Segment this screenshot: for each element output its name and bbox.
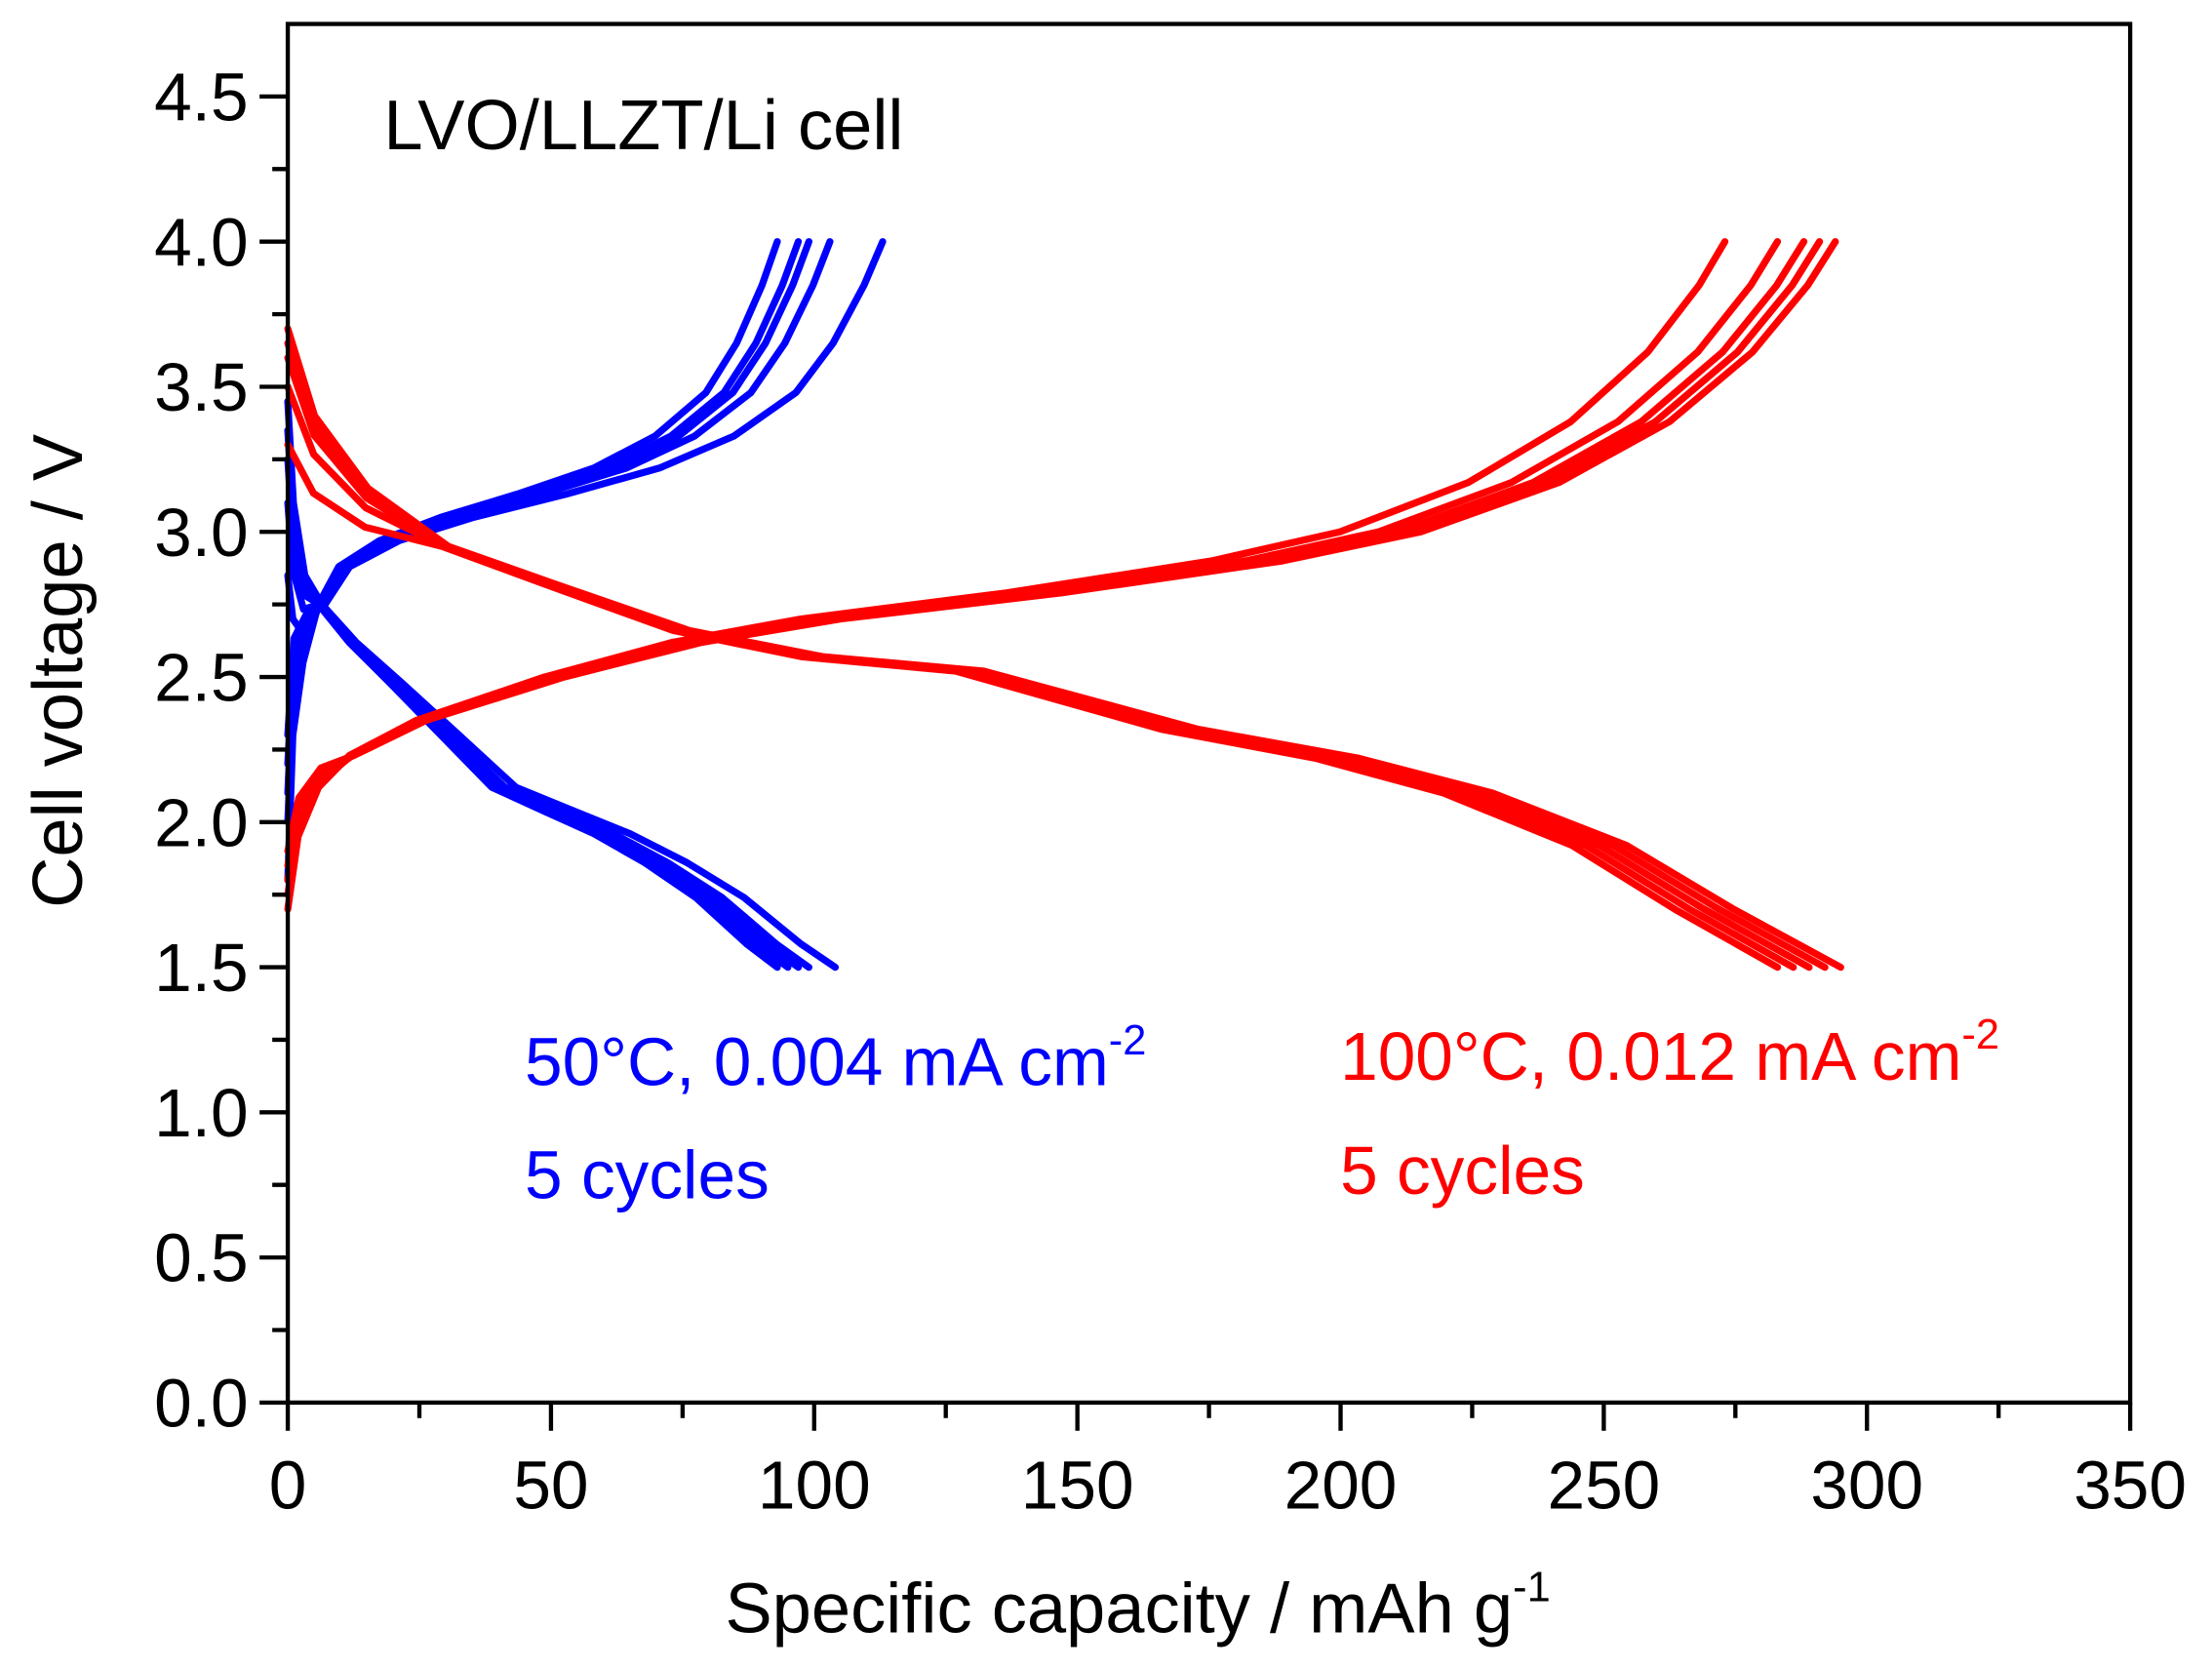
x-tick-label: 300 [1810, 1447, 1923, 1523]
red-discharge-cycle-3 [284, 354, 1813, 972]
red-discharge-cycle-5 [284, 325, 1844, 972]
x-axis-label: Specific capacity / mAh g-1 [725, 1565, 1550, 1649]
x-tick-label: 200 [1284, 1447, 1398, 1523]
red-charge-cycle-4 [284, 238, 1824, 870]
y-tick-label: 1.5 [154, 930, 248, 1006]
x-tick-label: 350 [2074, 1447, 2187, 1523]
y-tick-label: 2.0 [154, 784, 248, 860]
red-discharge-cycle-1 [284, 441, 1782, 972]
blue-discharge-cycle-5 [284, 397, 840, 972]
y-tick-label: 0.5 [154, 1220, 248, 1296]
legend-blue: 50°C, 0.004 mA cm-2 5 cycles [525, 1017, 1146, 1212]
legend-red-line1: 100°C, 0.012 mA cm-2 [1340, 1012, 1999, 1094]
legend-blue-line1: 50°C, 0.004 mA cm-2 [525, 1017, 1146, 1100]
x-tick-label: 0 [269, 1447, 307, 1523]
blue-charge-cycle-5 [284, 238, 887, 739]
x-tick-label: 100 [758, 1447, 871, 1523]
y-tick-label: 3.0 [154, 495, 248, 571]
annotation-cell: LVO/LLZT/Li cell [383, 87, 903, 165]
axis-ticks: 0 50 100 150 200 250 300 350 0.0 0.5 1.0 1.5 2.0 2.5 3… [154, 60, 2187, 1524]
legend-blue-line2: 5 cycles [525, 1136, 770, 1212]
x-tick-label: 150 [1021, 1447, 1134, 1523]
curves [284, 238, 1844, 972]
y-axis-label: Cell voltage / V [20, 434, 98, 908]
x-tick-label: 250 [1547, 1447, 1660, 1523]
x-axis-label-sup: -1 [1513, 1565, 1551, 1611]
y-tick-label: 3.5 [154, 349, 248, 425]
y-tick-label: 4.0 [154, 204, 248, 280]
legend-red: 100°C, 0.012 mA cm-2 5 cycles [1340, 1012, 1999, 1209]
y-tick-label: 4.5 [154, 60, 248, 136]
blue-discharge-cycle-3 [284, 456, 803, 972]
y-tick-label: 2.5 [154, 640, 248, 716]
blue-charge-cycle-2 [284, 238, 803, 826]
x-tick-label: 50 [513, 1447, 588, 1523]
blue-charge-cycle-3 [284, 238, 812, 797]
x-axis-label-main: Specific capacity / mAh g [725, 1570, 1513, 1648]
y-tick-label: 1.0 [154, 1075, 248, 1151]
blue-discharge-cycle-4 [284, 426, 812, 972]
legend-red-line2: 5 cycles [1340, 1133, 1585, 1209]
red-charge-cycle-5 [284, 238, 1839, 855]
y-tick-label: 0.0 [154, 1365, 248, 1441]
